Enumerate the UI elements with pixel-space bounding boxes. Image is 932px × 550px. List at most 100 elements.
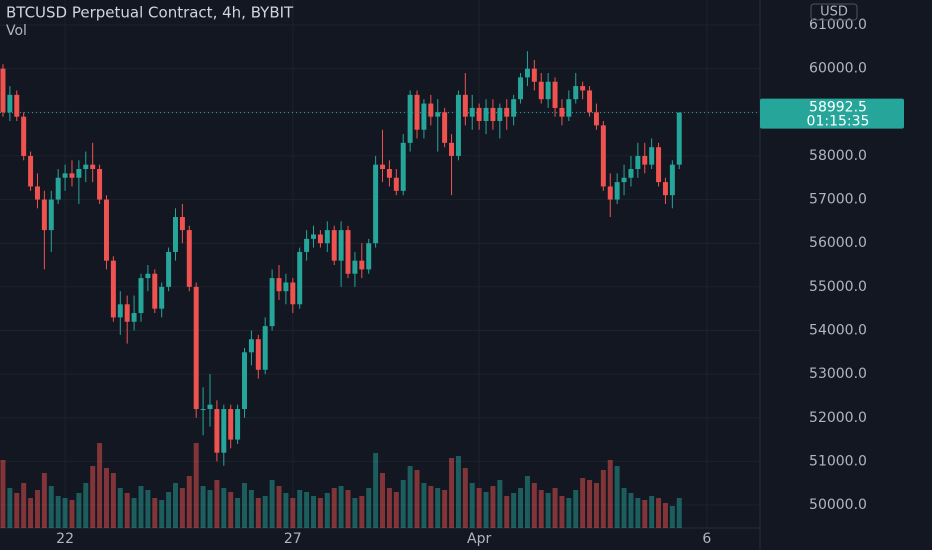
volume-bar [186, 476, 192, 528]
currency-label[interactable]: USD [820, 5, 848, 20]
candle-body [14, 94, 20, 117]
volume-bar [221, 488, 227, 528]
candle-body [76, 169, 82, 178]
volume-bar [511, 493, 517, 528]
volume-bar [69, 500, 75, 528]
candle-body [34, 186, 40, 200]
candle-body [587, 90, 593, 113]
candle-body [248, 339, 254, 353]
currency-box[interactable] [810, 3, 858, 21]
volume-bar [117, 488, 123, 528]
axes: 61000.060000.059000.058000.057000.056000… [56, 17, 904, 547]
volume-bar [62, 498, 68, 528]
volume-bar [290, 498, 296, 528]
candle-body [518, 77, 524, 100]
volume-bar [179, 488, 185, 528]
y-tick-label: 60000.0 [809, 61, 867, 77]
y-tick-label: 61000.0 [809, 17, 867, 33]
x-tick-label: 27 [284, 531, 302, 547]
volume-bar [531, 483, 537, 528]
volume-bar [338, 486, 344, 528]
volume-bar [331, 488, 337, 528]
volume-bar [228, 492, 234, 528]
candle-body [600, 125, 606, 187]
volume-bar [524, 476, 530, 528]
volume-bar [462, 468, 468, 528]
candle-body [352, 260, 358, 274]
candle-body [124, 304, 130, 322]
x-tick-label: Apr [467, 531, 491, 547]
volume-bar [21, 483, 27, 528]
volume-bar [607, 460, 613, 528]
candle-body [41, 199, 47, 231]
volume-bar [435, 488, 441, 528]
volume-bar [469, 483, 475, 528]
candle-body [649, 147, 655, 165]
candle-body [428, 103, 434, 117]
candle-body [538, 81, 544, 100]
candle-body [131, 313, 137, 322]
volume-bar [103, 468, 109, 528]
candle-body [110, 260, 116, 318]
volume-bar [642, 500, 648, 528]
volume-bar [55, 496, 61, 528]
y-tick-label: 51000.0 [809, 453, 867, 469]
volume-bar [214, 480, 220, 528]
last-price-label: 58992.5 [809, 100, 867, 116]
candle-body [0, 68, 6, 113]
candle-body [338, 230, 344, 261]
y-tick-label: 58000.0 [809, 148, 867, 164]
candle-body [400, 142, 406, 191]
volume-bar [366, 488, 372, 528]
candle-body [621, 177, 627, 183]
volume-bar [317, 498, 323, 528]
last-price-box [760, 98, 904, 129]
y-tick-label: 57000.0 [809, 192, 867, 208]
volume-bar [124, 493, 130, 528]
candle-body [552, 81, 558, 108]
volume-bar [614, 466, 620, 528]
candle-body [166, 251, 172, 287]
candle-body [283, 282, 289, 292]
volume-bar [297, 490, 303, 528]
candle-body [331, 230, 337, 261]
candle-body [566, 99, 572, 117]
volume-bar [373, 453, 379, 528]
volume-bar [635, 498, 641, 528]
volume-bar [269, 480, 275, 528]
volume-bar [138, 486, 144, 528]
candle-body [311, 234, 316, 239]
volume-bar [421, 483, 427, 528]
volume-bar [538, 490, 544, 528]
volume-bar [255, 498, 261, 528]
x-tick-label: 22 [56, 531, 74, 547]
candle-body [138, 278, 144, 314]
candle-body [455, 94, 461, 156]
volume-bar [48, 486, 54, 528]
candle-body [242, 352, 247, 410]
candle-body [186, 230, 192, 287]
volume-bar [400, 480, 406, 528]
candle-body [145, 273, 151, 279]
volume-bar [131, 498, 137, 528]
y-tick-label: 55000.0 [809, 279, 867, 295]
volume-bar [159, 500, 165, 528]
volume-bar [248, 490, 254, 528]
volume-bar [628, 493, 634, 528]
candle-body [573, 86, 579, 100]
candle-body [366, 243, 372, 270]
candle-body [200, 409, 206, 411]
volume-bar [559, 496, 565, 528]
volume-bar [352, 498, 358, 528]
volume-bar [28, 498, 34, 528]
volume-bar [455, 456, 461, 528]
volume-bar [345, 490, 351, 528]
candle-body [490, 107, 496, 122]
volume-bar [235, 498, 241, 528]
volume-bar [552, 488, 558, 528]
candle-body [97, 169, 103, 200]
candle-body [255, 339, 261, 370]
candle-body [262, 326, 268, 370]
candle-body [614, 182, 620, 200]
volume-bar [34, 490, 40, 528]
